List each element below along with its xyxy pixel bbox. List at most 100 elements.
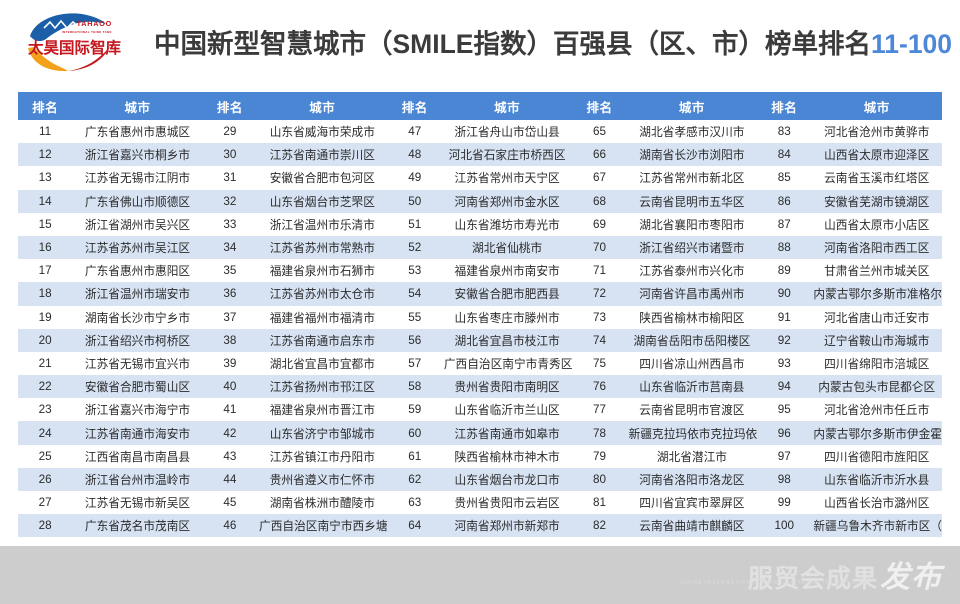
footer-band: 服贸会成果 发布 CHINA INTERNATIONAL FAIR FOR TR… <box>0 546 960 604</box>
city-name: 江苏省常州市新北区 <box>626 166 758 190</box>
city-name: 江苏省南通市启东市 <box>257 328 388 352</box>
rank-value: 80 <box>572 467 627 491</box>
city-name: 浙江省温州市瑞安市 <box>72 282 203 306</box>
rank-value: 71 <box>572 259 627 283</box>
city-name: 河南省郑州市金水区 <box>441 189 573 213</box>
rank-value: 57 <box>387 351 442 376</box>
city-name: 福建省福州市福清市 <box>257 305 388 329</box>
city-name: 内蒙古鄂尔多斯市伊金霍洛旗 <box>811 421 942 445</box>
rank-value: 54 <box>387 282 442 306</box>
rank-value: 53 <box>387 259 442 283</box>
col-header-rank-5: 排名 <box>757 92 812 120</box>
rank-value: 56 <box>387 328 442 352</box>
col-header-city-2: 城市 <box>257 92 388 120</box>
page-title-range: 11-100 <box>870 28 953 59</box>
page-title-main: 中国新型智慧城市（SMILE指数）百强县（区、市）榜单排名 <box>154 28 871 59</box>
city-name: 浙江省嘉兴市海宁市 <box>72 398 203 422</box>
rank-value: 100 <box>757 514 812 538</box>
rank-value: 84 <box>757 143 812 167</box>
city-name: 河南省许昌市禹州市 <box>626 282 758 306</box>
city-name: 湖南省长沙市浏阳市 <box>626 143 758 167</box>
city-name: 山东省威海市荣成市 <box>257 120 388 144</box>
city-name: 河北省沧州市任丘市 <box>811 398 942 422</box>
city-name: 福建省泉州市南安市 <box>441 259 573 283</box>
rank-value: 97 <box>757 444 812 468</box>
rank-value: 58 <box>387 375 442 399</box>
rank-value: 75 <box>572 351 627 376</box>
city-name: 内蒙古包头市昆都仑区 <box>811 375 942 399</box>
rank-value: 13 <box>18 166 73 190</box>
table-row: 24 江苏省南通市海安市 42 山东省济宁市邹城市 60 江苏省南通市如皋市 78 新疆克拉玛… <box>18 421 942 445</box>
table-row: 26 浙江省台州市温岭市 44 贵州省遵义市仁怀市 62 山东省烟台市龙口市 80 河南省洛阳… <box>18 467 942 491</box>
city-name: 湖南省长沙市宁乡市 <box>72 305 203 329</box>
city-name: 云南省昆明市五华区 <box>626 189 758 213</box>
rank-value: 91 <box>757 305 812 329</box>
city-name: 江苏省泰州市兴化市 <box>626 259 758 283</box>
table-row: 22 安徽省合肥市蜀山区 40 江苏省扬州市邗江区 58 贵州省贵阳市南明区 76 山东省临沂… <box>18 375 942 399</box>
rank-value: 47 <box>387 120 442 144</box>
city-name: 浙江省台州市温岭市 <box>72 467 203 491</box>
event-watermark: 服贸会成果 发布 <box>748 552 942 596</box>
city-name: 江苏省苏州市常熟市 <box>257 235 388 260</box>
city-name: 湖北省宜昌市枝江市 <box>441 328 573 352</box>
city-name: 安徽省芜湖市镜湖区 <box>811 189 942 213</box>
city-name: 河北省唐山市迁安市 <box>811 305 942 329</box>
logo-name-en: TAHAOO <box>77 19 112 28</box>
table-row: 12 浙江省嘉兴市桐乡市 30 江苏省南通市崇川区 48 河北省石家庄市桥西区 66 湖南省长… <box>18 143 942 167</box>
city-name: 浙江省湖州市吴兴区 <box>72 212 203 236</box>
rank-value: 98 <box>757 467 812 491</box>
rank-value: 39 <box>202 351 258 376</box>
rank-value: 85 <box>757 166 812 190</box>
city-name: 河北省沧州市黄骅市 <box>811 120 942 144</box>
city-name: 湖北省仙桃市 <box>441 235 573 260</box>
city-name: 贵州省遵义市仁怀市 <box>257 467 388 491</box>
city-name: 内蒙古鄂尔多斯市准格尔旗 <box>811 282 942 306</box>
city-name: 广东省茂名市茂南区 <box>72 514 203 538</box>
rank-value: 82 <box>572 514 627 538</box>
city-name: 江苏省南通市崇川区 <box>257 143 388 167</box>
rank-value: 43 <box>202 444 258 468</box>
rank-value: 38 <box>202 328 258 352</box>
city-name: 山东省临沂市莒南县 <box>626 375 758 399</box>
rank-value: 34 <box>202 235 258 260</box>
city-name: 福建省泉州市晋江市 <box>257 398 388 422</box>
table-row: 14 广东省佛山市顺德区 32 山东省烟台市芝罘区 50 河南省郑州市金水区 68 云南省昆明… <box>18 189 942 213</box>
rank-value: 52 <box>387 235 442 260</box>
table-row: 28 广东省茂名市茂南区 46 广西自治区南宁市西乡塘区 64 河南省郑州市新郑市 82 云南… <box>18 514 942 538</box>
table-row: 23 浙江省嘉兴市海宁市 41 福建省泉州市晋江市 59 山东省临沂市兰山区 77 云南省昆明… <box>18 398 942 422</box>
city-name: 河南省郑州市新郑市 <box>441 514 573 538</box>
rank-value: 99 <box>757 491 812 515</box>
col-header-rank-4: 排名 <box>572 92 627 120</box>
city-name: 山西省太原市迎泽区 <box>811 143 942 167</box>
rank-value: 16 <box>18 235 73 260</box>
rank-value: 21 <box>18 351 73 376</box>
city-name: 湖南省株洲市醴陵市 <box>257 491 388 515</box>
rank-value: 76 <box>572 375 627 399</box>
rank-value: 66 <box>572 143 627 167</box>
rank-value: 92 <box>757 328 812 352</box>
logo-graphic: TAHAOO INTERNATIONAL THINK TANK 太昊国际智库 <box>28 13 122 72</box>
watermark-text-secondary: 发布 <box>880 561 942 594</box>
city-name: 山东省济宁市邹城市 <box>257 421 388 445</box>
organization-logo: TAHAOO INTERNATIONAL THINK TANK 太昊国际智库 <box>22 8 140 74</box>
city-name: 湖北省襄阳市枣阳市 <box>626 212 758 236</box>
city-name: 山西省太原市小店区 <box>811 212 942 236</box>
rank-value: 41 <box>202 398 258 422</box>
rank-value: 30 <box>202 143 258 167</box>
city-name: 河北省石家庄市桥西区 <box>441 143 573 167</box>
city-name: 云南省玉溪市红塔区 <box>811 166 942 190</box>
rank-value: 42 <box>202 421 258 445</box>
table-head: 排名 城市 排名 城市 排名 城市 排名 城市 排名 城市 <box>18 92 942 120</box>
table-row: 21 江苏省无锡市宜兴市 39 湖北省宜昌市宜都市 57 广西自治区南宁市青秀区 75 四川省… <box>18 351 942 376</box>
city-name: 湖北省孝感市汉川市 <box>626 120 758 144</box>
rank-value: 28 <box>18 514 73 538</box>
rank-value: 67 <box>572 166 627 190</box>
rank-value: 70 <box>572 235 627 260</box>
city-name: 江苏省无锡市新吴区 <box>72 491 203 515</box>
rank-value: 86 <box>757 189 812 213</box>
city-name: 新疆克拉玛依市克拉玛依区 <box>626 421 758 445</box>
city-name: 四川省凉山州西昌市 <box>626 351 758 376</box>
city-name: 安徽省合肥市蜀山区 <box>72 375 203 399</box>
table-row: 25 江西省南昌市南昌县 43 江苏省镇江市丹阳市 61 陕西省榆林市神木市 79 湖北省潜江… <box>18 444 942 468</box>
table-row: 13 江苏省无锡市江阴市 31 安徽省合肥市包河区 49 江苏省常州市天宁区 67 江苏省常州… <box>18 166 942 190</box>
